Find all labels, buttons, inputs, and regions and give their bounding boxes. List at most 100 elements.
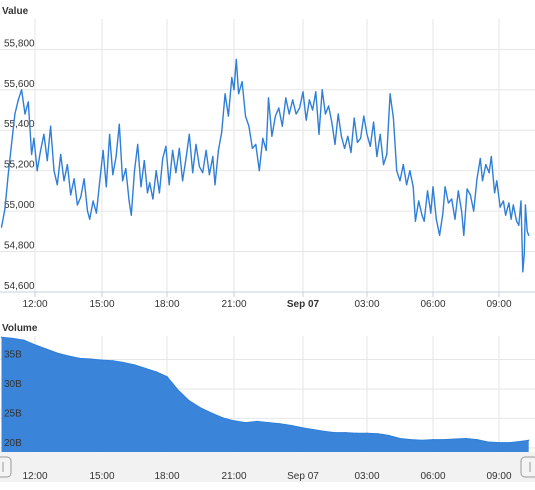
value-data-point (461, 210, 463, 212)
value-data-point (83, 178, 85, 180)
value-y-tick-label: 55,000 (4, 200, 35, 211)
volume-x-axis: 12:00 15:00 18:00 21:00 Sep 07 03:00 06:00 09:0… (22, 471, 511, 482)
value-data-point (423, 220, 425, 222)
value-data-point (321, 89, 323, 91)
navigator-track[interactable] (0, 452, 535, 482)
value-data-point (382, 164, 385, 166)
value-data-point (4, 208, 6, 210)
value-data-point (73, 178, 75, 180)
volume-data-point (155, 371, 157, 373)
value-x-axis: 12:00 15:00 18:00 21:00 Sep 07 03:00 06:00 09:0… (22, 292, 512, 310)
value-data-point (36, 170, 38, 172)
volume-y-tick-label: 30B (4, 379, 22, 390)
value-data-point (63, 180, 65, 182)
value-data-point (409, 170, 411, 172)
volume-x-tick-label: 12:00 (22, 471, 47, 482)
volume-data-point (90, 358, 92, 360)
value-data-point (231, 77, 233, 79)
value-data-point (143, 160, 145, 162)
value-data-point (146, 192, 149, 194)
volume-x-tick-label: 21:00 (221, 471, 246, 482)
volume-x-tick-label: 06:00 (420, 471, 445, 482)
volume-x-tick-label: 15:00 (89, 471, 114, 482)
navigator-right-handle[interactable] (520, 456, 535, 478)
value-y-tick-label: 54,600 (4, 281, 35, 292)
value-data-point (212, 155, 214, 158)
volume-data-point (34, 344, 36, 346)
value-data-point (267, 97, 270, 99)
value-data-point (481, 180, 484, 182)
volume-data-point (388, 434, 390, 437)
value-data-point (523, 253, 525, 255)
value-data-point (299, 107, 301, 109)
value-data-point (337, 113, 339, 115)
value-data-point (528, 234, 530, 236)
value-data-point (178, 147, 180, 149)
value-data-point (288, 113, 290, 115)
value-data-point (140, 186, 142, 188)
value-data-point (414, 220, 416, 222)
value-data-point (421, 214, 423, 216)
value-data-point (435, 218, 437, 220)
value-x-tick-label: 09:00 (486, 299, 511, 310)
value-data-point (476, 178, 478, 180)
value-data-point (205, 149, 207, 151)
value-x-tick-label: 15:00 (89, 299, 114, 310)
volume-x-tick-label: 18:00 (154, 471, 179, 482)
value-data-point (21, 89, 23, 91)
value-data-point (217, 149, 219, 151)
value-data-point (512, 204, 514, 206)
value-data-point (466, 188, 468, 190)
volume-data-point (144, 367, 146, 369)
volume-data-point (267, 422, 270, 424)
volume-data-point (520, 440, 522, 442)
volume-data-point (355, 432, 357, 434)
value-data-point (125, 168, 127, 170)
value-data-point (122, 180, 124, 182)
volume-x-tick-label: 09:00 (486, 471, 511, 482)
volume-data-point (313, 429, 315, 431)
value-data-point (399, 180, 401, 182)
handle-grip-icon[interactable] (0, 456, 12, 478)
value-series-points (0, 58, 530, 273)
volume-data-point (12, 337, 14, 339)
value-data-point (369, 145, 371, 147)
volume-data-point (432, 439, 434, 441)
volume-data-point (123, 361, 125, 364)
value-data-point (60, 153, 62, 156)
navigator-left-handle[interactable] (0, 456, 12, 478)
volume-data-point (290, 424, 293, 427)
value-data-point (241, 81, 243, 83)
value-data-point (185, 157, 187, 160)
value-y-tick-label: 54,800 (4, 241, 35, 252)
value-data-point (432, 186, 434, 188)
volume-data-point (279, 423, 281, 425)
value-data-point (192, 172, 194, 174)
value-data-point (457, 190, 459, 192)
value-data-point (373, 121, 375, 123)
volume-data-point (23, 339, 25, 341)
value-data-point (350, 151, 352, 154)
value-data-point (392, 117, 394, 119)
value-data-point (227, 115, 229, 117)
volume-data-point (67, 355, 70, 357)
value-data-point (305, 119, 307, 121)
value-data-point (331, 121, 333, 123)
value-x-tick-label: Sep 07 (287, 299, 320, 310)
value-data-point (463, 234, 465, 236)
value-data-point (133, 170, 136, 172)
volume-data-point (334, 432, 336, 434)
value-data-point (274, 115, 276, 117)
volume-y-tick-label: 35B (4, 350, 22, 361)
value-data-point (238, 93, 240, 95)
value-data-point (454, 218, 456, 220)
value-data-point (53, 170, 55, 172)
value-data-point (315, 91, 317, 93)
value-data-point (376, 155, 378, 158)
value-panel-title: Value (2, 6, 29, 17)
value-data-point (426, 190, 429, 192)
value-x-tick-label: 06:00 (420, 299, 445, 310)
value-data-point (24, 113, 26, 115)
value-data-point (70, 194, 72, 196)
handle-grip-icon[interactable] (520, 456, 535, 478)
